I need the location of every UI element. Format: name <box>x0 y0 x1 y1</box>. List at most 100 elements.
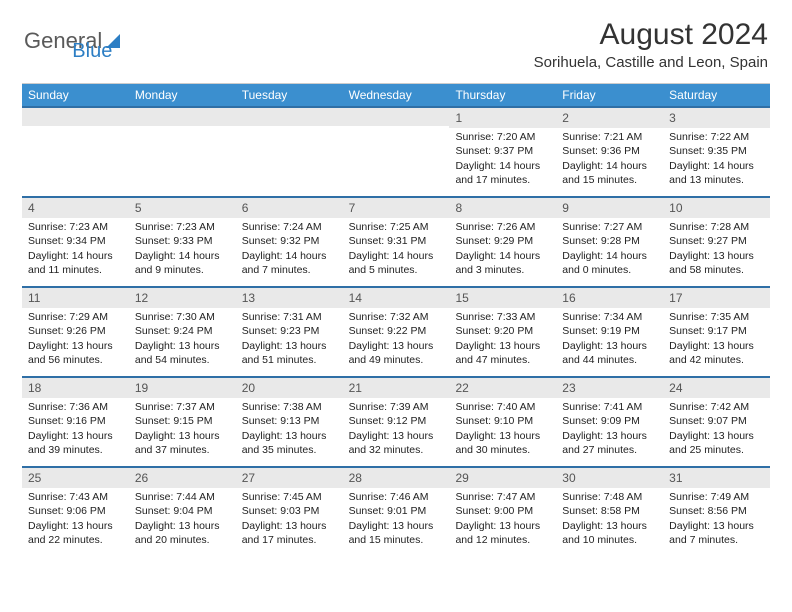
sunset-line: Sunset: 9:27 PM <box>669 234 764 248</box>
sunrise-line: Sunrise: 7:42 AM <box>669 400 764 414</box>
daylight-line: Daylight: 13 hours and 39 minutes. <box>28 429 123 457</box>
sunrise-line: Sunrise: 7:32 AM <box>349 310 444 324</box>
day-number: 16 <box>556 288 663 308</box>
day-number: 2 <box>556 108 663 128</box>
sunrise-line: Sunrise: 7:41 AM <box>562 400 657 414</box>
day-body: Sunrise: 7:35 AMSunset: 9:17 PMDaylight:… <box>663 308 770 371</box>
empty-cell <box>236 108 343 196</box>
day-cell: 29Sunrise: 7:47 AMSunset: 9:00 PMDayligh… <box>449 468 556 556</box>
daylight-line: Daylight: 14 hours and 0 minutes. <box>562 249 657 277</box>
day-body: Sunrise: 7:32 AMSunset: 9:22 PMDaylight:… <box>343 308 450 371</box>
sunset-line: Sunset: 9:28 PM <box>562 234 657 248</box>
weekday-header: Saturday <box>663 84 770 106</box>
day-number: 21 <box>343 378 450 398</box>
week-row: 18Sunrise: 7:36 AMSunset: 9:16 PMDayligh… <box>22 376 770 466</box>
day-number: 15 <box>449 288 556 308</box>
sunset-line: Sunset: 9:35 PM <box>669 144 764 158</box>
day-cell: 15Sunrise: 7:33 AMSunset: 9:20 PMDayligh… <box>449 288 556 376</box>
weekday-header: Friday <box>556 84 663 106</box>
week-row: 1Sunrise: 7:20 AMSunset: 9:37 PMDaylight… <box>22 106 770 196</box>
day-number <box>22 108 129 126</box>
sunset-line: Sunset: 9:12 PM <box>349 414 444 428</box>
day-number: 13 <box>236 288 343 308</box>
sunrise-line: Sunrise: 7:31 AM <box>242 310 337 324</box>
day-number: 24 <box>663 378 770 398</box>
day-number: 29 <box>449 468 556 488</box>
day-body: Sunrise: 7:47 AMSunset: 9:00 PMDaylight:… <box>449 488 556 551</box>
daylight-line: Daylight: 13 hours and 56 minutes. <box>28 339 123 367</box>
sunrise-line: Sunrise: 7:35 AM <box>669 310 764 324</box>
calendar: SundayMondayTuesdayWednesdayThursdayFrid… <box>22 83 770 556</box>
daylight-line: Daylight: 13 hours and 58 minutes. <box>669 249 764 277</box>
sunset-line: Sunset: 9:26 PM <box>28 324 123 338</box>
day-body: Sunrise: 7:26 AMSunset: 9:29 PMDaylight:… <box>449 218 556 281</box>
location: Sorihuela, Castille and Leon, Spain <box>534 54 768 71</box>
sunset-line: Sunset: 9:33 PM <box>135 234 230 248</box>
day-cell: 6Sunrise: 7:24 AMSunset: 9:32 PMDaylight… <box>236 198 343 286</box>
day-body: Sunrise: 7:49 AMSunset: 8:56 PMDaylight:… <box>663 488 770 551</box>
sunset-line: Sunset: 9:23 PM <box>242 324 337 338</box>
day-number: 9 <box>556 198 663 218</box>
day-number: 30 <box>556 468 663 488</box>
sunset-line: Sunset: 9:17 PM <box>669 324 764 338</box>
day-number: 12 <box>129 288 236 308</box>
sunrise-line: Sunrise: 7:43 AM <box>28 490 123 504</box>
day-number: 3 <box>663 108 770 128</box>
day-number: 8 <box>449 198 556 218</box>
daylight-line: Daylight: 14 hours and 5 minutes. <box>349 249 444 277</box>
day-cell: 24Sunrise: 7:42 AMSunset: 9:07 PMDayligh… <box>663 378 770 466</box>
weekday-header: Tuesday <box>236 84 343 106</box>
sunrise-line: Sunrise: 7:46 AM <box>349 490 444 504</box>
empty-cell <box>129 108 236 196</box>
sunrise-line: Sunrise: 7:36 AM <box>28 400 123 414</box>
day-cell: 7Sunrise: 7:25 AMSunset: 9:31 PMDaylight… <box>343 198 450 286</box>
sunrise-line: Sunrise: 7:26 AM <box>455 220 550 234</box>
day-number: 22 <box>449 378 556 398</box>
daylight-line: Daylight: 13 hours and 30 minutes. <box>455 429 550 457</box>
daylight-line: Daylight: 13 hours and 15 minutes. <box>349 519 444 547</box>
daylight-line: Daylight: 13 hours and 27 minutes. <box>562 429 657 457</box>
sunset-line: Sunset: 9:19 PM <box>562 324 657 338</box>
sunset-line: Sunset: 9:10 PM <box>455 414 550 428</box>
day-cell: 27Sunrise: 7:45 AMSunset: 9:03 PMDayligh… <box>236 468 343 556</box>
logo: General Blue <box>24 18 112 63</box>
day-body: Sunrise: 7:45 AMSunset: 9:03 PMDaylight:… <box>236 488 343 551</box>
day-body: Sunrise: 7:31 AMSunset: 9:23 PMDaylight:… <box>236 308 343 371</box>
day-body: Sunrise: 7:33 AMSunset: 9:20 PMDaylight:… <box>449 308 556 371</box>
day-body: Sunrise: 7:42 AMSunset: 9:07 PMDaylight:… <box>663 398 770 461</box>
daylight-line: Daylight: 13 hours and 44 minutes. <box>562 339 657 367</box>
day-number: 26 <box>129 468 236 488</box>
day-cell: 22Sunrise: 7:40 AMSunset: 9:10 PMDayligh… <box>449 378 556 466</box>
daylight-line: Daylight: 14 hours and 13 minutes. <box>669 159 764 187</box>
daylight-line: Daylight: 14 hours and 15 minutes. <box>562 159 657 187</box>
month-title: August 2024 <box>534 18 768 52</box>
title-block: August 2024 Sorihuela, Castille and Leon… <box>534 18 768 71</box>
daylight-line: Daylight: 13 hours and 10 minutes. <box>562 519 657 547</box>
sunrise-line: Sunrise: 7:23 AM <box>135 220 230 234</box>
day-cell: 4Sunrise: 7:23 AMSunset: 9:34 PMDaylight… <box>22 198 129 286</box>
sunset-line: Sunset: 9:01 PM <box>349 504 444 518</box>
empty-cell <box>22 108 129 196</box>
sunrise-line: Sunrise: 7:23 AM <box>28 220 123 234</box>
sunrise-line: Sunrise: 7:25 AM <box>349 220 444 234</box>
sunset-line: Sunset: 9:22 PM <box>349 324 444 338</box>
day-body: Sunrise: 7:20 AMSunset: 9:37 PMDaylight:… <box>449 128 556 191</box>
sunset-line: Sunset: 9:07 PM <box>669 414 764 428</box>
day-body: Sunrise: 7:38 AMSunset: 9:13 PMDaylight:… <box>236 398 343 461</box>
day-number: 18 <box>22 378 129 398</box>
day-cell: 13Sunrise: 7:31 AMSunset: 9:23 PMDayligh… <box>236 288 343 376</box>
week-row: 11Sunrise: 7:29 AMSunset: 9:26 PMDayligh… <box>22 286 770 376</box>
day-number: 20 <box>236 378 343 398</box>
logo-text-2: Blue <box>72 40 112 63</box>
daylight-line: Daylight: 14 hours and 9 minutes. <box>135 249 230 277</box>
empty-cell <box>343 108 450 196</box>
weekday-header: Monday <box>129 84 236 106</box>
sunrise-line: Sunrise: 7:29 AM <box>28 310 123 324</box>
sunrise-line: Sunrise: 7:45 AM <box>242 490 337 504</box>
weekday-header: Wednesday <box>343 84 450 106</box>
weekday-header: Thursday <box>449 84 556 106</box>
day-cell: 8Sunrise: 7:26 AMSunset: 9:29 PMDaylight… <box>449 198 556 286</box>
day-body: Sunrise: 7:39 AMSunset: 9:12 PMDaylight:… <box>343 398 450 461</box>
sunrise-line: Sunrise: 7:20 AM <box>455 130 550 144</box>
day-body: Sunrise: 7:40 AMSunset: 9:10 PMDaylight:… <box>449 398 556 461</box>
